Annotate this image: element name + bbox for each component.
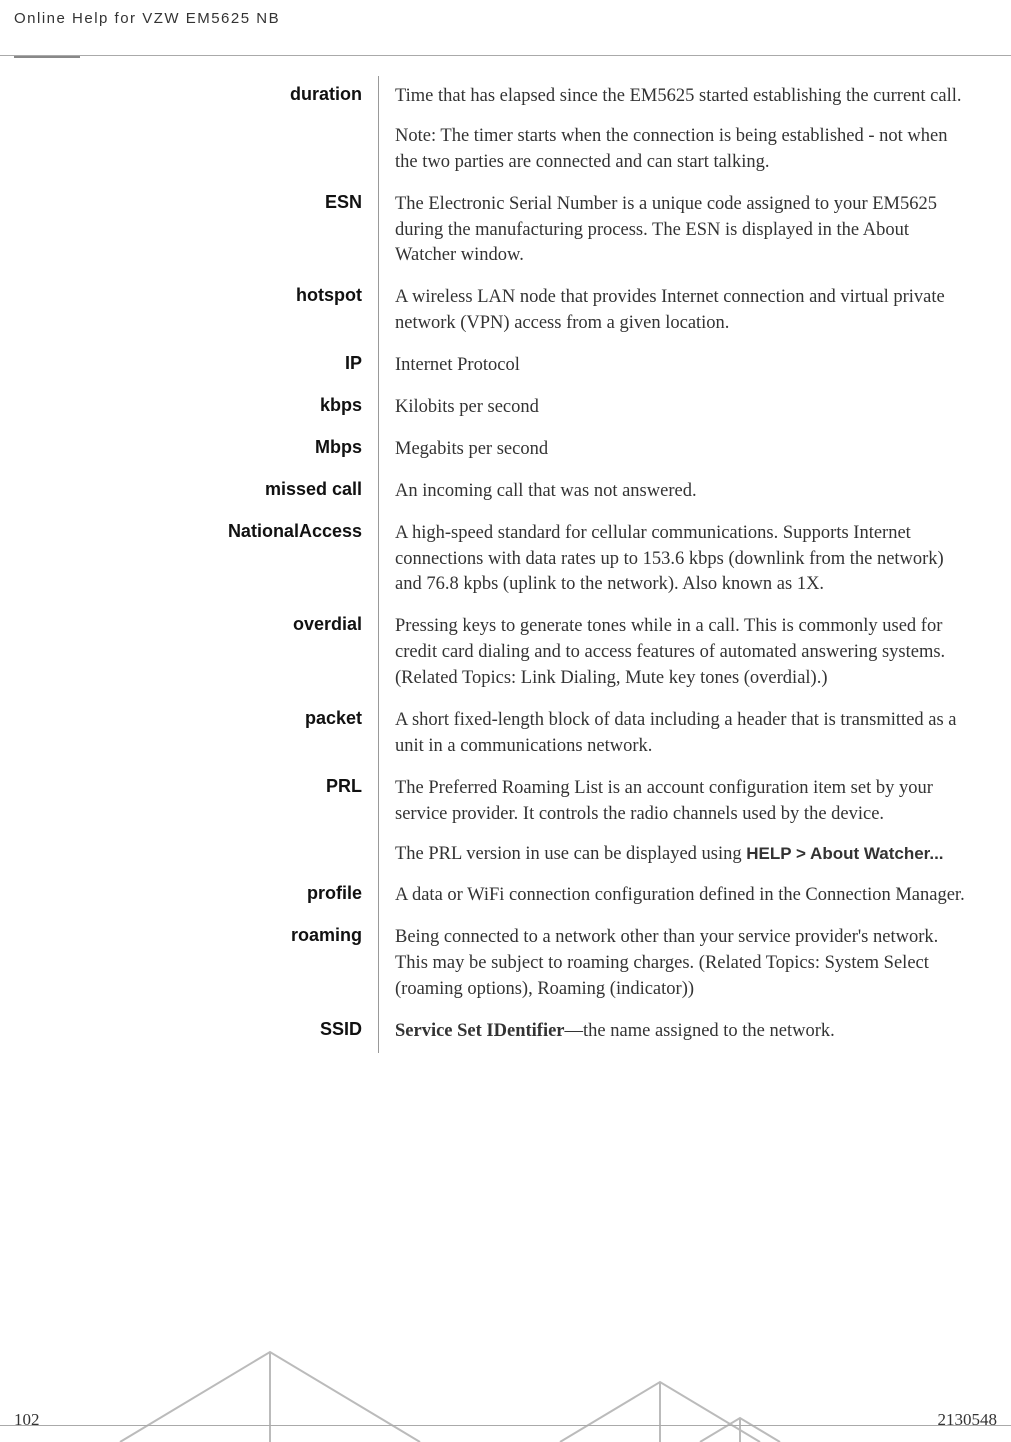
text-segment: Note: The timer starts when the connecti…: [395, 126, 947, 172]
footer-rule: [0, 1425, 1011, 1426]
glossary-definition: The Electronic Serial Number is a unique…: [378, 184, 971, 278]
glossary-row: Mbps Megabits per second: [40, 429, 971, 471]
glossary-row: ESN The Electronic Serial Number is a uni…: [40, 184, 971, 278]
glossary-term: PRL: [40, 768, 378, 805]
text-segment: A data or WiFi connection configuration …: [395, 885, 965, 905]
antenna-graphic: [0, 1322, 1011, 1442]
definition-paragraph: Kilobits per second: [395, 395, 539, 421]
glossary-term: missed call: [40, 471, 378, 508]
text-segment: Pressing keys to generate tones while in…: [395, 616, 945, 688]
definition-paragraph: An incoming call that was not answered.: [395, 479, 697, 505]
definition-paragraph: Internet Protocol: [395, 353, 520, 379]
glossary-definition: An incoming call that was not answered.: [378, 471, 697, 513]
text-segment: Kilobits per second: [395, 397, 539, 417]
glossary-row: profile A data or WiFi connection configu…: [40, 875, 971, 917]
page-header: Online Help for VZW EM5625 NB: [0, 0, 1011, 27]
text-segment: A wireless LAN node that provides Intern…: [395, 287, 945, 333]
text-segment: A short fixed-length block of data inclu…: [395, 710, 957, 756]
glossary-row: kbps Kilobits per second: [40, 387, 971, 429]
definition-paragraph: Being connected to a network other than …: [395, 925, 971, 1003]
glossary-row: hotspot A wireless LAN node that provides…: [40, 277, 971, 345]
glossary-term: NationalAccess: [40, 513, 378, 550]
text-segment: HELP > About Watcher...: [746, 844, 943, 863]
text-segment: Internet Protocol: [395, 355, 520, 375]
glossary-definition: A wireless LAN node that provides Intern…: [378, 277, 971, 345]
glossary-definition: A short fixed-length block of data inclu…: [378, 700, 971, 768]
text-segment: Time that has elapsed since the EM5625 s…: [395, 86, 962, 106]
definition-paragraph: A data or WiFi connection configuration …: [395, 883, 965, 909]
glossary-definition: Internet Protocol: [378, 345, 520, 387]
text-segment: The PRL version in use can be displayed …: [395, 844, 746, 864]
glossary-row: NationalAccess A high-speed standard for …: [40, 513, 971, 607]
text-segment: A high-speed standard for cellular commu…: [395, 523, 944, 595]
definition-paragraph: The Electronic Serial Number is a unique…: [395, 192, 971, 270]
glossary-term: overdial: [40, 606, 378, 643]
header-rule: [0, 55, 1011, 56]
definition-paragraph: A short fixed-length block of data inclu…: [395, 708, 971, 760]
text-segment: An incoming call that was not answered.: [395, 481, 697, 501]
definition-paragraph: Service Set IDentifier—the name assigned…: [395, 1019, 835, 1045]
tab-marker: [14, 56, 80, 58]
glossary-definition: Pressing keys to generate tones while in…: [378, 606, 971, 700]
glossary-row: duration Time that has elapsed since the …: [40, 76, 971, 184]
page-footer: 102 2130548: [0, 1425, 1011, 1430]
definition-paragraph: A high-speed standard for cellular commu…: [395, 521, 971, 599]
glossary-definition: Being connected to a network other than …: [378, 917, 971, 1011]
glossary-term: profile: [40, 875, 378, 912]
glossary-row: SSID Service Set IDentifier—the name assi…: [40, 1011, 971, 1053]
definition-paragraph: Time that has elapsed since the EM5625 s…: [395, 84, 971, 110]
text-segment: —the name assigned to the network.: [565, 1021, 835, 1041]
glossary-term: hotspot: [40, 277, 378, 314]
definition-paragraph: Pressing keys to generate tones while in…: [395, 614, 971, 692]
glossary-definition: The Preferred Roaming List is an account…: [378, 768, 971, 876]
definition-paragraph: Note: The timer starts when the connecti…: [395, 124, 971, 176]
definition-paragraph: The Preferred Roaming List is an account…: [395, 776, 971, 828]
glossary-row: roaming Being connected to a network othe…: [40, 917, 971, 1011]
text-segment: Being connected to a network other than …: [395, 927, 938, 999]
glossary-definition: A data or WiFi connection configuration …: [378, 875, 965, 917]
glossary-term: duration: [40, 76, 378, 113]
glossary-definition: A high-speed standard for cellular commu…: [378, 513, 971, 607]
glossary-row: packet A short fixed-length block of data…: [40, 700, 971, 768]
text-segment: The Preferred Roaming List is an account…: [395, 778, 933, 824]
glossary-row: PRL The Preferred Roaming List is an acco…: [40, 768, 971, 876]
glossary-term: packet: [40, 700, 378, 737]
definition-paragraph: Megabits per second: [395, 437, 548, 463]
definition-paragraph: The PRL version in use can be displayed …: [395, 842, 971, 868]
glossary-definition: Kilobits per second: [378, 387, 539, 429]
glossary-row: overdial Pressing keys to generate tones …: [40, 606, 971, 700]
page-number: 102: [14, 1410, 40, 1430]
glossary-definition: Time that has elapsed since the EM5625 s…: [378, 76, 971, 184]
glossary-term: IP: [40, 345, 378, 382]
glossary-definition: Megabits per second: [378, 429, 548, 471]
glossary-term: kbps: [40, 387, 378, 424]
glossary-definition: Service Set IDentifier—the name assigned…: [378, 1011, 835, 1053]
glossary-term: ESN: [40, 184, 378, 221]
glossary-term: roaming: [40, 917, 378, 954]
document-number: 2130548: [938, 1410, 998, 1430]
glossary-term: SSID: [40, 1011, 378, 1048]
text-segment: The Electronic Serial Number is a unique…: [395, 194, 937, 266]
glossary-row: missed call An incoming call that was not…: [40, 471, 971, 513]
definition-paragraph: A wireless LAN node that provides Intern…: [395, 285, 971, 337]
glossary-content: duration Time that has elapsed since the …: [40, 76, 971, 1053]
glossary-term: Mbps: [40, 429, 378, 466]
text-segment: Service Set IDentifier: [395, 1021, 565, 1041]
text-segment: Megabits per second: [395, 439, 548, 459]
glossary-row: IP Internet Protocol: [40, 345, 971, 387]
